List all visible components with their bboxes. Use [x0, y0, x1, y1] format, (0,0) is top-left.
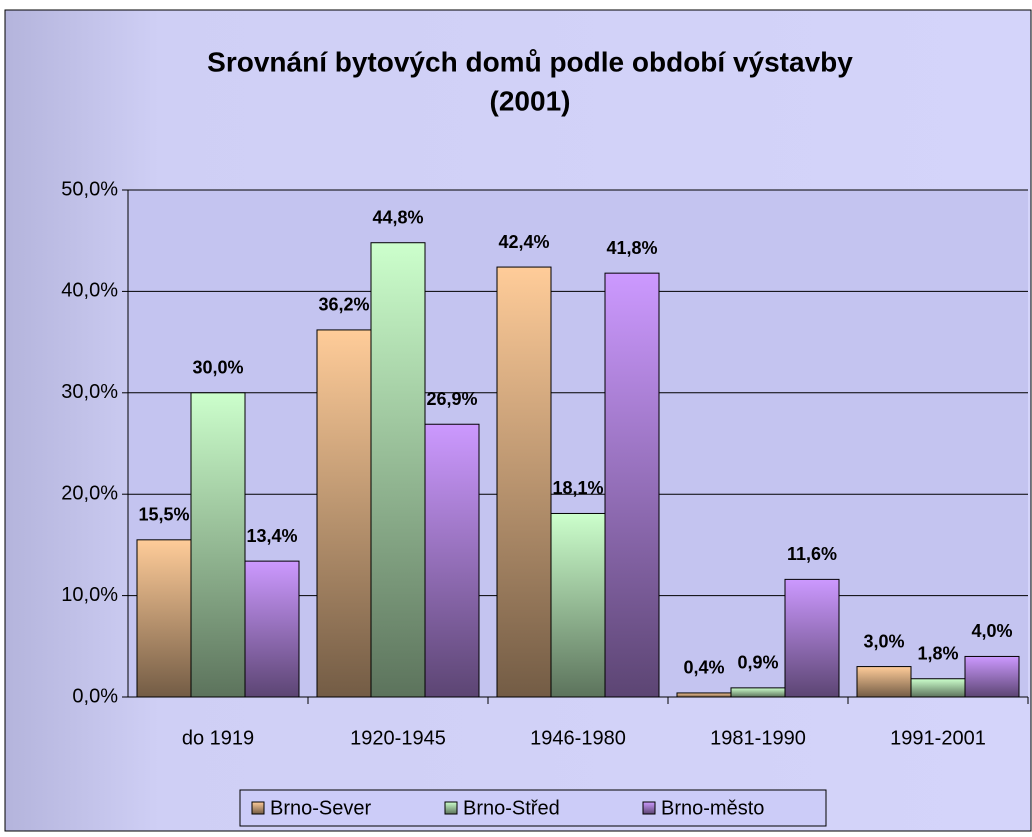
bar — [784, 578, 840, 698]
x-tick-label: 1981-1990 — [710, 727, 806, 749]
bar — [190, 392, 246, 698]
chart-title: (2001) — [490, 85, 571, 116]
y-tick-label: 10,0% — [61, 584, 118, 606]
data-label: 36,2% — [318, 295, 369, 315]
bar — [856, 666, 912, 698]
x-tick-label: 1991-2001 — [890, 727, 986, 749]
data-label: 42,4% — [498, 232, 549, 252]
bar — [136, 539, 192, 698]
data-label: 18,1% — [552, 478, 603, 498]
data-label: 44,8% — [372, 207, 423, 227]
data-label: 26,9% — [426, 389, 477, 409]
y-tick-label: 50,0% — [61, 178, 118, 200]
x-tick-label: 1920-1945 — [350, 727, 446, 749]
bar — [676, 692, 732, 698]
bar — [424, 423, 480, 698]
y-tick-label: 20,0% — [61, 482, 118, 504]
bar — [370, 242, 426, 698]
legend-swatch — [251, 801, 265, 815]
data-label: 0,9% — [737, 653, 778, 673]
y-tick-label: 40,0% — [61, 280, 118, 302]
bar — [964, 655, 1020, 698]
data-label: 0,4% — [683, 658, 724, 678]
bar — [550, 512, 606, 698]
bar — [316, 329, 372, 698]
data-label: 15,5% — [138, 505, 189, 525]
x-tick-label: 1946-1980 — [530, 727, 626, 749]
legend-label: Brno-město — [661, 797, 764, 819]
bar — [730, 687, 786, 698]
data-label: 1,8% — [917, 643, 958, 663]
legend-swatch — [444, 801, 458, 815]
bar — [604, 272, 660, 698]
data-label: 13,4% — [246, 526, 297, 546]
y-tick-label: 0,0% — [72, 685, 118, 707]
bar — [244, 560, 300, 698]
legend-swatch — [642, 801, 656, 815]
legend-label: Brno-Střed — [463, 797, 560, 819]
legend-label: Brno-Sever — [270, 797, 371, 819]
bar — [496, 266, 552, 698]
data-label: 30,0% — [192, 358, 243, 378]
x-tick-label: do 1919 — [182, 727, 254, 749]
chart-title: Srovnání bytových domů podle období výst… — [207, 46, 853, 77]
y-tick-label: 30,0% — [61, 381, 118, 403]
bar — [910, 678, 966, 698]
data-label: 11,6% — [787, 544, 837, 564]
legend-box — [239, 789, 827, 827]
data-label: 4,0% — [971, 621, 1012, 641]
data-label: 3,0% — [863, 631, 904, 651]
data-label: 41,8% — [606, 238, 657, 258]
